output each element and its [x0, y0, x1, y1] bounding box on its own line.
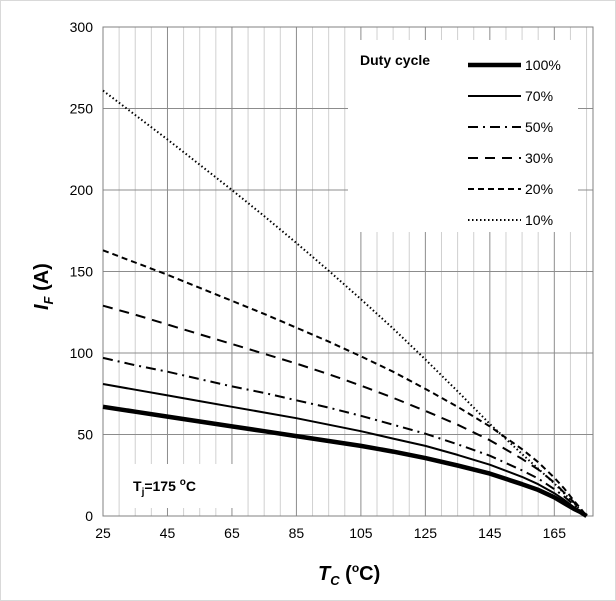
x-tick-label: 45	[160, 525, 176, 541]
x-axis-title-sub: C	[330, 573, 340, 588]
legend-box	[348, 40, 578, 232]
y-axis-title: IF (A)	[31, 263, 56, 310]
series-line	[102, 304, 588, 517]
y-axis-title-sub: F	[41, 295, 56, 304]
series-line	[102, 404, 588, 518]
legend-label: 10%	[525, 212, 553, 228]
y-tick-label: 200	[70, 182, 94, 198]
legend-title: Duty cycle	[360, 52, 430, 68]
tj-annotation: Tj=175 oC	[120, 464, 242, 508]
x-tick-label: 25	[95, 525, 111, 541]
y-tick-labels: 0 50 100 150 200 250 300	[70, 19, 94, 524]
x-tick-label: 105	[349, 525, 373, 541]
y-axis-title-main: I	[31, 304, 53, 310]
annotation-suffix: C	[186, 478, 196, 494]
y-tick-label: 300	[70, 19, 94, 35]
legend: Duty cycle 100% 70% 50% 30% 20% 10%	[348, 40, 578, 232]
x-tick-label: 125	[414, 525, 438, 541]
legend-label: 70%	[525, 88, 553, 104]
annotation-text: Tj=175 oC	[133, 477, 196, 498]
annotation-mid: =175	[144, 478, 179, 494]
y-tick-label: 150	[70, 264, 94, 280]
annotation-prefix: T	[133, 478, 142, 494]
x-tick-label: 85	[289, 525, 305, 541]
y-tick-label: 50	[77, 427, 93, 443]
legend-label: 50%	[525, 119, 553, 135]
x-axis-title-main: T	[318, 563, 332, 585]
series-line	[102, 249, 588, 517]
x-axis-title-rest: (	[340, 563, 353, 585]
annotation-box	[120, 464, 242, 508]
x-axis-title-sup: o	[352, 561, 359, 575]
series-line	[102, 89, 588, 517]
x-axis-title: TC (oC)	[318, 561, 380, 588]
series-lines	[102, 89, 588, 518]
y-tick-label: 250	[70, 101, 94, 117]
series-line	[102, 356, 588, 517]
y-tick-label: 100	[70, 345, 94, 361]
x-tick-labels: 25 45 65 85 105 125 145 165	[95, 525, 566, 541]
annotation-sup: o	[180, 477, 186, 488]
x-axis-title-unit: C)	[359, 563, 380, 585]
x-tick-label: 165	[543, 525, 567, 541]
series-line	[102, 383, 588, 517]
legend-label: 20%	[525, 181, 553, 197]
legend-label: 30%	[525, 150, 553, 166]
y-tick-label: 0	[85, 508, 93, 524]
x-tick-label: 145	[478, 525, 502, 541]
x-tick-label: 65	[224, 525, 240, 541]
y-axis-title-unit: (A)	[31, 263, 53, 296]
plot-border	[102, 26, 594, 517]
legend-label: 100%	[525, 57, 561, 73]
annotation-sub: j	[141, 487, 145, 498]
